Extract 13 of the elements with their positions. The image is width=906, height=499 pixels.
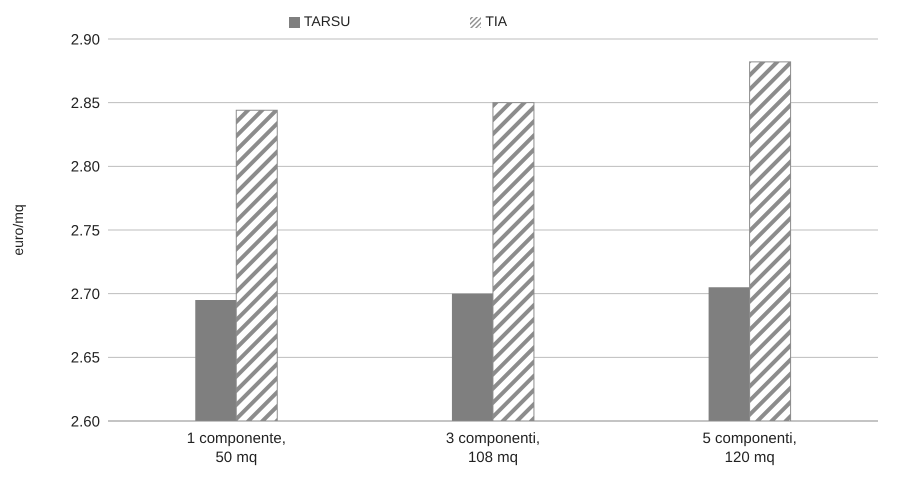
legend-label: TARSU [304, 13, 350, 29]
x-tick-label: 5 componenti, 120 mq [702, 430, 797, 466]
y-axis-title: euro/mq [10, 204, 26, 256]
x-tick-label: 1 componente, 50 mq [186, 430, 286, 466]
x-tick-label: 3 componenti, 108 mq [446, 430, 540, 466]
y-tick-label: 2.70 [70, 286, 100, 303]
y-tick-label: 2.65 [70, 350, 100, 367]
y-tick-label: 2.80 [70, 158, 100, 176]
y-tick-label: 2.60 [70, 413, 100, 430]
y-tick-label: 2.75 [70, 222, 100, 240]
y-tick-label: 2.85 [70, 94, 100, 112]
legend-label: TIA [485, 13, 508, 29]
y-tick-label: 2.90 [70, 31, 100, 48]
